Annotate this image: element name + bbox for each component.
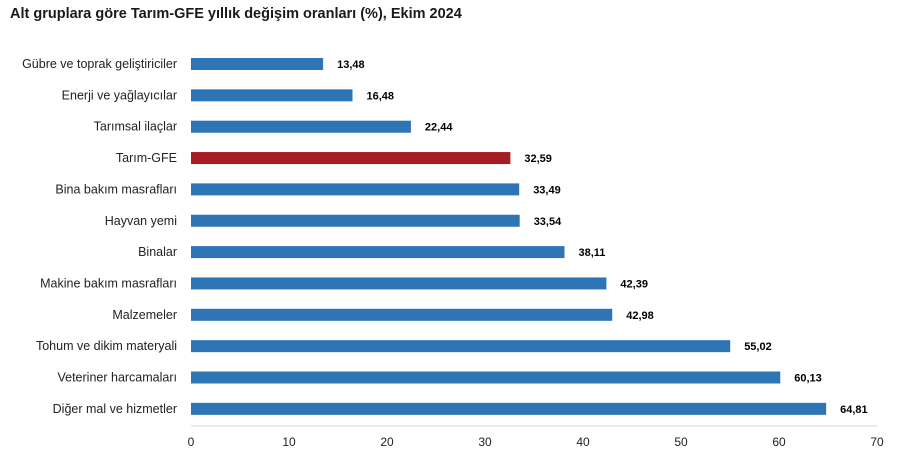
bars-layer: Gübre ve toprak geliştiriciler 13,48 Enerj… (22, 57, 868, 416)
bar (191, 308, 613, 321)
bar (191, 371, 781, 384)
category-label: Tarım-GFE (116, 151, 177, 165)
x-tick-label: 40 (576, 435, 590, 449)
bar (191, 402, 827, 415)
data-label: 16,48 (367, 90, 395, 102)
category-label: Tarımsal ilaçlar (94, 120, 177, 134)
x-tick-label: 0 (188, 435, 195, 449)
bar (191, 277, 607, 290)
x-axis: 0 10 20 30 40 50 60 70 (188, 425, 884, 449)
bar (191, 58, 324, 70)
bar-highlight (191, 152, 511, 165)
chart-title: Alt gruplara göre Tarım-GFE yıllık değiş… (10, 6, 462, 22)
data-label: 42,98 (626, 310, 654, 322)
data-label: 33,54 (534, 216, 562, 228)
category-label: Veteriner harcamaları (57, 371, 177, 385)
bar (191, 246, 565, 259)
bar (191, 340, 731, 353)
category-label: Binalar (138, 245, 177, 259)
category-label: Enerji ve yağlayıcılar (62, 88, 177, 102)
category-label: Makine bakım masrafları (40, 276, 177, 290)
category-label: Diğer mal ve hizmetler (53, 402, 177, 416)
data-label: 55,02 (744, 341, 772, 353)
data-label: 38,11 (578, 247, 605, 259)
category-label: Bina bakım masrafları (55, 182, 177, 196)
data-label: 64,81 (840, 404, 868, 416)
x-tick-label: 30 (478, 435, 492, 449)
bar (191, 183, 520, 196)
x-tick-label: 60 (772, 435, 786, 449)
bar (191, 89, 353, 102)
category-label: Malzemeler (112, 308, 177, 322)
data-label: 32,59 (524, 153, 552, 165)
data-label: 42,39 (620, 278, 648, 290)
category-label: Hayvan yemi (105, 214, 177, 228)
data-label: 13,48 (337, 59, 365, 71)
data-label: 60,13 (794, 373, 822, 385)
data-label: 22,44 (425, 122, 453, 134)
bar (191, 120, 411, 133)
category-label: Tohum ve dikim materyali (36, 339, 177, 353)
bar (191, 214, 520, 227)
x-tick-label: 50 (674, 435, 688, 449)
category-label: Gübre ve toprak geliştiriciler (22, 57, 177, 71)
x-tick-label: 10 (282, 435, 296, 449)
x-tick-label: 70 (870, 435, 884, 449)
x-tick-label: 20 (380, 435, 394, 449)
data-label: 33,49 (533, 184, 561, 196)
